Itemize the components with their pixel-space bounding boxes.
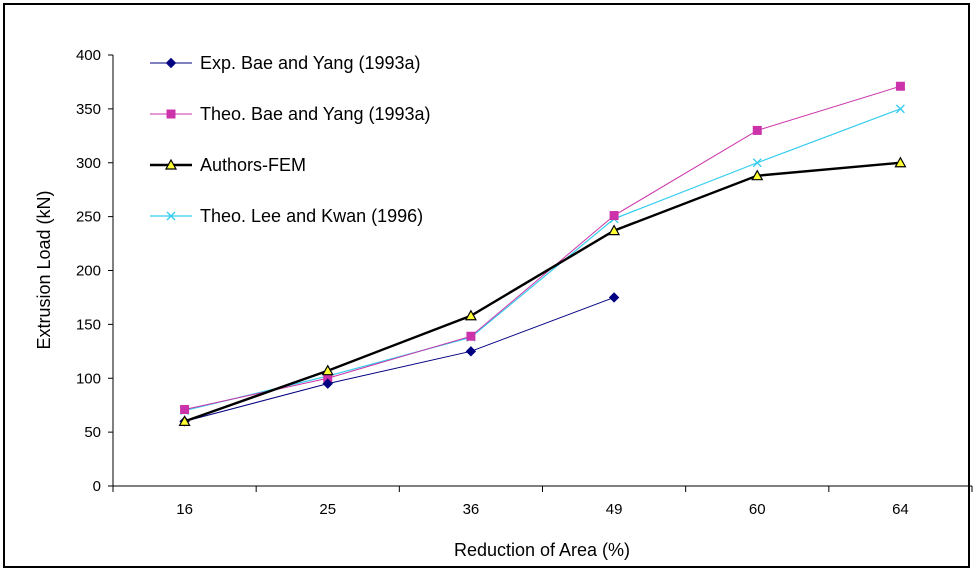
data-point bbox=[178, 415, 191, 426]
data-point bbox=[464, 309, 477, 321]
x-tick-label: 16 bbox=[176, 501, 193, 518]
y-tick-label: 100 bbox=[76, 370, 101, 387]
legend-label: Authors-FEM bbox=[200, 155, 306, 175]
y-tick-label: 200 bbox=[76, 263, 101, 280]
series-2 bbox=[178, 156, 907, 426]
data-point bbox=[465, 346, 477, 357]
data-point bbox=[895, 81, 905, 91]
y-tick-label: 0 bbox=[93, 478, 101, 495]
data-point bbox=[322, 378, 333, 389]
series-line bbox=[184, 296, 615, 422]
chart-frame bbox=[3, 3, 970, 568]
legend-item: Exp. Bae and Yang (1993a) bbox=[150, 53, 421, 73]
legend-swatch-marker bbox=[166, 211, 176, 221]
x-tick-label: 25 bbox=[319, 501, 336, 518]
y-tick-label: 400 bbox=[76, 47, 101, 64]
data-point bbox=[180, 404, 190, 414]
x-tick-label: 64 bbox=[892, 501, 909, 518]
data-point bbox=[466, 331, 476, 341]
data-point bbox=[752, 158, 762, 168]
data-point bbox=[895, 104, 905, 114]
legend-swatch-marker bbox=[165, 57, 177, 69]
legend-label: Theo. Lee and Kwan (1996) bbox=[200, 206, 423, 226]
series-0 bbox=[179, 292, 620, 427]
y-tick-label: 50 bbox=[84, 424, 101, 441]
y-axis-title: Extrusion Load (kN) bbox=[34, 190, 54, 349]
y-tick-label: 350 bbox=[76, 101, 101, 118]
data-point bbox=[608, 292, 620, 303]
legend: Exp. Bae and Yang (1993a) Theo. Bae and Y… bbox=[150, 53, 431, 226]
x-tick-label: 49 bbox=[606, 501, 623, 518]
x-tick-label: 36 bbox=[463, 501, 480, 518]
legend-label: Theo. Bae and Yang (1993a) bbox=[200, 104, 431, 124]
series-line bbox=[184, 161, 901, 423]
legend-item: Theo. Lee and Kwan (1996) bbox=[150, 206, 423, 226]
data-point bbox=[894, 156, 907, 168]
series-3 bbox=[180, 104, 905, 416]
y-tick-label: 250 bbox=[76, 209, 101, 226]
data-point bbox=[609, 211, 619, 221]
legend-swatch-marker bbox=[166, 109, 176, 119]
x-tick-label: 60 bbox=[749, 501, 766, 518]
x-axis-title: Reduction of Area (%) bbox=[454, 540, 630, 560]
axes: 0 50 100 150 200 250 300 350 400 16 25 36 49 60 64 bbox=[76, 47, 973, 518]
data-point bbox=[752, 125, 762, 135]
legend-item: Theo. Bae and Yang (1993a) bbox=[150, 104, 431, 124]
legend-item: Authors-FEM bbox=[150, 155, 306, 175]
data-point bbox=[321, 364, 334, 376]
y-tick-label: 300 bbox=[76, 155, 101, 172]
series-1 bbox=[180, 81, 905, 414]
legend-label: Exp. Bae and Yang (1993a) bbox=[200, 53, 421, 73]
y-tick-label: 150 bbox=[76, 316, 101, 333]
data-point bbox=[608, 224, 621, 236]
data-point bbox=[751, 169, 764, 181]
series-line bbox=[184, 85, 901, 410]
legend-swatch-marker bbox=[164, 158, 178, 170]
series-layer bbox=[178, 81, 907, 427]
series-line bbox=[184, 108, 901, 412]
